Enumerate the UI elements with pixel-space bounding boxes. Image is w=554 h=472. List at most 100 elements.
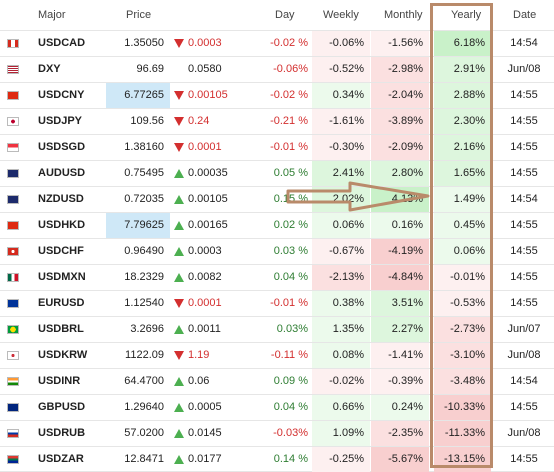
change-value: 0.24 [172, 109, 268, 134]
symbol-link[interactable]: USDCAD [38, 37, 86, 49]
header-date[interactable]: Date [513, 9, 537, 21]
table-row[interactable]: NZDUSD 0.72035 0.00105 0.15 % 2.02% 4.13% 1.49… [0, 186, 554, 212]
symbol-link[interactable]: USDSGD [38, 141, 86, 153]
date-value: Jun/08 [507, 427, 541, 439]
symbol-link[interactable]: NZDUSD [38, 193, 84, 205]
change-value: 0.0580 [172, 57, 268, 82]
change-text: 0.0082 [188, 271, 222, 283]
weekly-change: -0.06% [312, 31, 370, 56]
monthly-change: 0.16% [371, 213, 429, 238]
switzerland-flag-icon [7, 247, 19, 256]
weekly-change: 0.34% [312, 83, 370, 108]
triangle-up-icon [174, 376, 184, 386]
change-text: 1.19 [188, 349, 210, 361]
header-major[interactable]: Major [38, 9, 66, 21]
symbol-link[interactable]: DXY [38, 63, 61, 75]
table-row[interactable]: AUDUSD 0.75495 0.00035 0.05 % 2.41% 2.80% 1.65… [0, 160, 554, 186]
weekly-change: 1.09% [312, 421, 370, 446]
price-value: 1.29640 [124, 401, 164, 413]
symbol-link[interactable]: USDJPY [38, 115, 83, 127]
symbol-link[interactable]: USDINR [38, 375, 81, 387]
south-africa-flag-icon [7, 455, 19, 464]
symbol-link[interactable]: GBPUSD [38, 401, 86, 413]
header-price[interactable]: Price [126, 9, 152, 21]
symbol-link[interactable]: EURUSD [38, 297, 85, 309]
change-text: 0.0001 [188, 141, 222, 153]
date-value: 14:55 [510, 219, 538, 231]
price-value: 96.69 [136, 63, 164, 75]
table-row[interactable]: USDCAD 1.35050 0.0003 -0.02 % -0.06% -1.56% 6.… [0, 30, 554, 56]
table-row[interactable]: GBPUSD 1.29640 0.0005 0.04 % 0.66% 0.24% -10.3… [0, 394, 554, 420]
triangle-up-icon [174, 194, 184, 204]
price-value: 7.79625 [106, 213, 170, 238]
triangle-down-icon [174, 38, 184, 48]
symbol-link[interactable]: USDCNY [38, 89, 85, 101]
yearly-change: -10.33% [434, 395, 491, 420]
table-row[interactable]: USDBRL 3.2696 0.0011 0.03% 1.35% 2.27% -2.73% J… [0, 316, 554, 342]
symbol-link[interactable]: USDBRL [38, 323, 84, 335]
monthly-change: 2.80% [371, 161, 429, 186]
table-row[interactable]: USDMXN 18.2329 0.0082 0.04 % -2.13% -4.84% -0.… [0, 264, 554, 290]
monthly-change: -0.39% [371, 369, 429, 394]
yearly-change: -3.48% [434, 369, 491, 394]
triangle-down-icon [174, 90, 184, 100]
monthly-change: -2.35% [371, 421, 429, 446]
price-value: 18.2329 [124, 271, 164, 283]
canada-flag-icon [7, 39, 19, 48]
table-row[interactable]: DXY 96.69 0.0580 -0.06% -0.52% -2.98% 2.91% Jun… [0, 56, 554, 82]
date-value: 14:55 [510, 141, 538, 153]
price-value: 0.96490 [124, 245, 164, 257]
table-row[interactable]: USDINR 64.4700 0.06 0.09 % -0.02% -0.39% -3.48… [0, 368, 554, 394]
change-text: 0.0145 [188, 427, 222, 439]
change-value: 0.00105 [172, 83, 268, 108]
table-row[interactable]: USDCHF 0.96490 0.0003 0.03 % -0.67% -4.19% 0.0… [0, 238, 554, 264]
weekly-change: -0.25% [312, 447, 370, 472]
singapore-flag-icon [7, 143, 19, 152]
usa-flag-icon [7, 65, 19, 74]
price-value: 0.72035 [124, 193, 164, 205]
symbol-link[interactable]: AUDUSD [38, 167, 86, 179]
symbol-link[interactable]: USDZAR [38, 453, 84, 465]
symbol-link[interactable]: USDKRW [38, 349, 88, 361]
monthly-change: -2.98% [371, 57, 429, 82]
change-text: 0.0003 [188, 245, 222, 257]
header-monthly[interactable]: Monthly [384, 9, 423, 21]
header-day[interactable]: Day [275, 9, 295, 21]
day-change: -0.03% [273, 427, 308, 439]
table-row[interactable]: USDCNY 6.77265 0.00105 -0.02 % 0.34% -2.04% 2.… [0, 82, 554, 108]
day-change: 0.15 % [273, 193, 308, 205]
symbol-link[interactable]: USDHKD [38, 219, 86, 231]
change-value: 0.0003 [172, 31, 268, 56]
change-value: 0.0003 [172, 239, 268, 264]
price-value: 1.12540 [124, 297, 164, 309]
triangle-down-icon [174, 142, 184, 152]
weekly-change: -0.52% [312, 57, 370, 82]
table-row[interactable]: USDZAR 12.8471 0.0177 0.14 % -0.25% -5.67% -13… [0, 446, 554, 472]
symbol-link[interactable]: USDCHF [38, 245, 84, 257]
yearly-change: 1.65% [434, 161, 491, 186]
date-value: 14:55 [510, 453, 538, 465]
table-row[interactable]: USDRUB 57.0200 0.0145 -0.03% 1.09% -2.35% -11.… [0, 420, 554, 446]
triangle-up-icon [174, 454, 184, 464]
symbol-link[interactable]: USDRUB [38, 427, 86, 439]
table-row[interactable]: USDKRW 1122.09 1.19 -0.11 % 0.08% -1.41% -3.10… [0, 342, 554, 368]
monthly-change: -4.84% [371, 265, 429, 290]
monthly-change: 2.27% [371, 317, 429, 342]
yearly-change: -3.10% [434, 343, 491, 368]
date-value: Jun/08 [507, 349, 541, 361]
change-value: 0.0005 [172, 395, 268, 420]
header-yearly[interactable]: Yearly [451, 9, 482, 21]
date-value: 14:54 [510, 193, 538, 205]
table-row[interactable]: USDSGD 1.38160 0.0001 -0.01 % -0.30% -2.09% 2.… [0, 134, 554, 160]
table-row[interactable]: USDHKD 7.79625 0.00165 0.02 % 0.06% 0.16% 0.45… [0, 212, 554, 238]
change-value: 0.0011 [172, 317, 268, 342]
yearly-change: -0.53% [434, 291, 491, 316]
change-text: 0.00165 [188, 219, 228, 231]
table-row[interactable]: USDJPY 109.56 0.24 -0.21 % -1.61% -3.89% 2.30%… [0, 108, 554, 134]
symbol-link[interactable]: USDMXN [38, 271, 86, 283]
monthly-change: 3.51% [371, 291, 429, 316]
table-row[interactable]: EURUSD 1.12540 0.0001 -0.01 % 0.38% 3.51% -0.5… [0, 290, 554, 316]
date-value: 14:55 [510, 115, 538, 127]
header-weekly[interactable]: Weekly [323, 9, 359, 21]
day-change: 0.04 % [273, 271, 308, 283]
